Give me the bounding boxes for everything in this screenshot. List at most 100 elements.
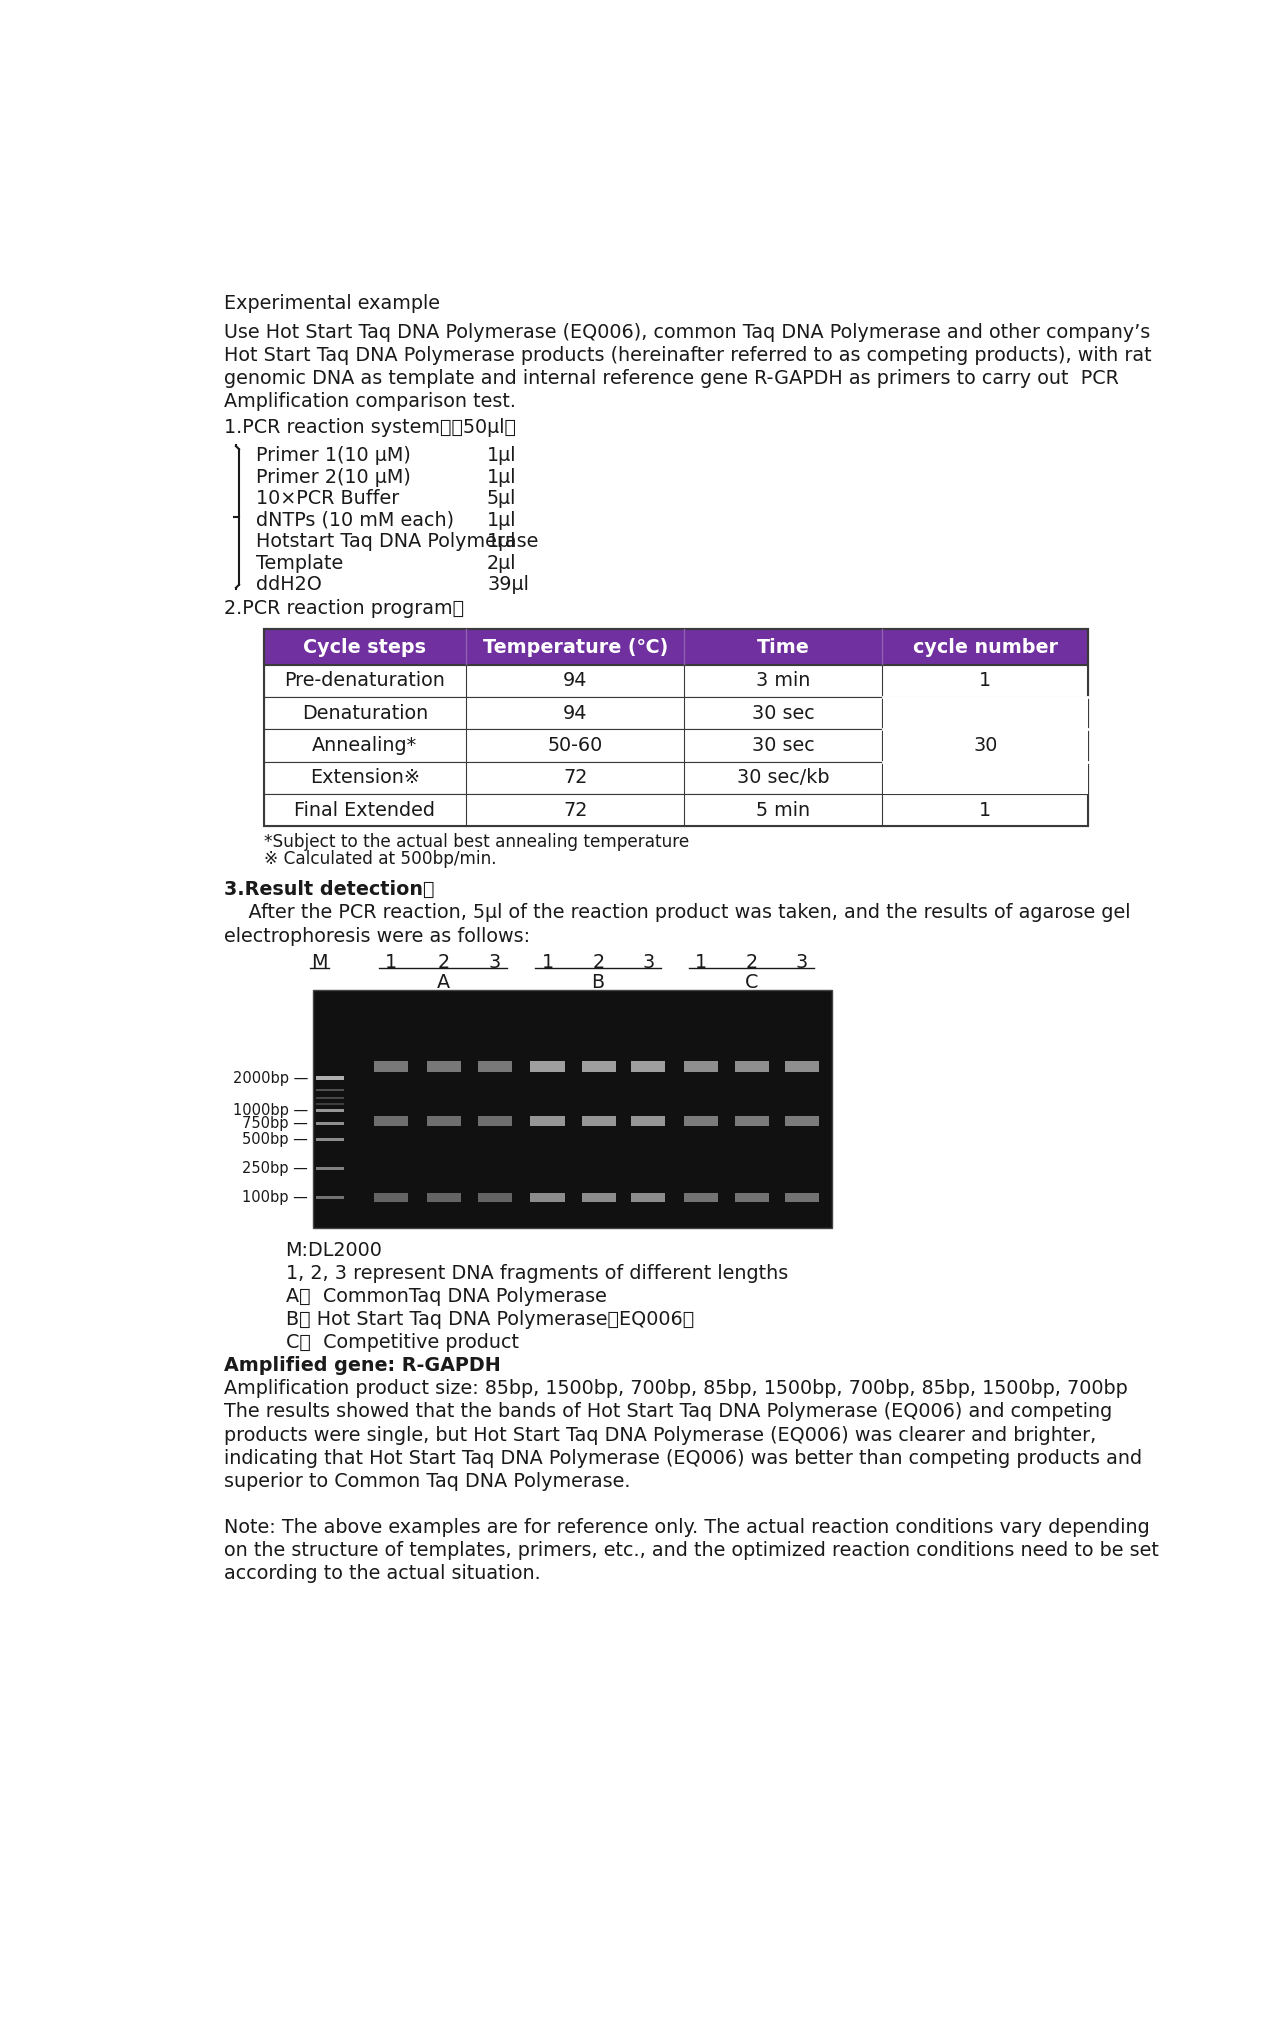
Bar xyxy=(581,1116,616,1127)
Bar xyxy=(316,1108,343,1112)
Bar xyxy=(684,1116,718,1127)
Text: 30 sec/kb: 30 sec/kb xyxy=(737,769,829,788)
Text: 3: 3 xyxy=(796,952,808,972)
Text: 39μl: 39μl xyxy=(488,574,529,595)
Text: 1000bp —: 1000bp — xyxy=(233,1102,308,1119)
Bar xyxy=(631,1062,666,1072)
Text: 1: 1 xyxy=(979,672,992,690)
Bar xyxy=(631,1116,666,1127)
Text: 2.PCR reaction program：: 2.PCR reaction program： xyxy=(224,599,463,617)
Text: 2: 2 xyxy=(746,952,758,972)
Bar xyxy=(477,1194,512,1202)
Text: 50-60: 50-60 xyxy=(548,737,603,755)
Text: 94: 94 xyxy=(563,704,588,723)
Text: 5 min: 5 min xyxy=(756,800,810,820)
Bar xyxy=(316,1096,343,1100)
Bar xyxy=(264,664,1088,696)
Text: 2: 2 xyxy=(438,952,449,972)
Bar xyxy=(316,1167,343,1169)
Text: Final Extended: Final Extended xyxy=(294,800,435,820)
Text: Primer 1(10 μM): Primer 1(10 μM) xyxy=(256,447,411,465)
Text: genomic DNA as template and internal reference gene R-GAPDH as primers to carry : genomic DNA as template and internal ref… xyxy=(224,369,1119,388)
Text: A：  CommonTaq DNA Polymerase: A： CommonTaq DNA Polymerase xyxy=(285,1287,607,1305)
Text: *Subject to the actual best annealing temperature: *Subject to the actual best annealing te… xyxy=(264,832,689,851)
Text: Template: Template xyxy=(256,554,343,572)
Bar xyxy=(530,1194,564,1202)
Text: 3 min: 3 min xyxy=(756,672,810,690)
Text: Amplification product size: 85bp, 1500bp, 700bp, 85bp, 1500bp, 700bp, 85bp, 1500: Amplification product size: 85bp, 1500bp… xyxy=(224,1378,1128,1399)
Text: 94: 94 xyxy=(563,672,588,690)
Text: 100bp —: 100bp — xyxy=(242,1190,308,1206)
Text: B： Hot Start Taq DNA Polymerase（EQ006）: B： Hot Start Taq DNA Polymerase（EQ006） xyxy=(285,1309,694,1330)
Bar xyxy=(785,1194,819,1202)
Bar xyxy=(735,1062,769,1072)
Text: Use Hot Start Taq DNA Polymerase (EQ006), common Taq DNA Polymerase and other co: Use Hot Start Taq DNA Polymerase (EQ006)… xyxy=(224,323,1149,341)
Text: M: M xyxy=(311,952,328,972)
Text: Primer 2(10 μM): Primer 2(10 μM) xyxy=(256,467,411,487)
Text: ※ Calculated at 500bp/min.: ※ Calculated at 500bp/min. xyxy=(264,851,497,867)
Bar xyxy=(530,1116,564,1127)
Bar xyxy=(426,1062,461,1072)
Text: 2000bp —: 2000bp — xyxy=(233,1070,308,1086)
Text: 1: 1 xyxy=(979,800,992,820)
Text: B: B xyxy=(591,972,604,993)
Text: 1, 2, 3 represent DNA fragments of different lengths: 1, 2, 3 represent DNA fragments of diffe… xyxy=(285,1265,787,1283)
Bar xyxy=(530,1062,564,1072)
Text: 30: 30 xyxy=(973,737,997,755)
Text: according to the actual situation.: according to the actual situation. xyxy=(224,1565,540,1583)
Text: 1: 1 xyxy=(695,952,707,972)
Text: 1μl: 1μl xyxy=(488,447,517,465)
Bar xyxy=(477,1062,512,1072)
Text: 3: 3 xyxy=(643,952,654,972)
Text: C：  Competitive product: C： Competitive product xyxy=(285,1334,518,1352)
Text: 1μl: 1μl xyxy=(488,467,517,487)
Bar xyxy=(316,1123,343,1125)
Bar xyxy=(374,1194,408,1202)
Text: 1.PCR reaction system：（50μl）: 1.PCR reaction system：（50μl） xyxy=(224,418,516,436)
Text: M:DL2000: M:DL2000 xyxy=(285,1240,383,1261)
Text: Extension※: Extension※ xyxy=(310,769,420,788)
Text: 1μl: 1μl xyxy=(488,512,517,530)
Text: Denaturation: Denaturation xyxy=(302,704,428,723)
Text: superior to Common Taq DNA Polymerase.: superior to Common Taq DNA Polymerase. xyxy=(224,1472,630,1490)
Text: 72: 72 xyxy=(563,769,588,788)
Bar xyxy=(785,1116,819,1127)
Text: 5μl: 5μl xyxy=(488,489,516,508)
Bar xyxy=(785,1062,819,1072)
Bar xyxy=(264,629,1088,826)
Text: 250bp —: 250bp — xyxy=(242,1161,308,1175)
Text: 2μl: 2μl xyxy=(488,554,517,572)
Text: 3.Result detection：: 3.Result detection： xyxy=(224,881,434,899)
Bar xyxy=(581,1194,616,1202)
Text: 30 sec: 30 sec xyxy=(751,737,815,755)
Text: 30 sec: 30 sec xyxy=(751,704,815,723)
Text: 1: 1 xyxy=(541,952,553,972)
Bar xyxy=(264,794,1088,826)
Text: products were single, but Hot Start Taq DNA Polymerase (EQ006) was clearer and b: products were single, but Hot Start Taq … xyxy=(224,1425,1096,1445)
Text: Time: Time xyxy=(756,637,810,656)
Text: Note: The above examples are for reference only. The actual reaction conditions : Note: The above examples are for referen… xyxy=(224,1518,1149,1537)
Bar xyxy=(264,696,1088,729)
Text: Temperature (℃): Temperature (℃) xyxy=(483,637,668,656)
Text: Hot Start Taq DNA Polymerase products (hereinafter referred to as competing prod: Hot Start Taq DNA Polymerase products (h… xyxy=(224,345,1151,365)
Bar xyxy=(316,1076,343,1080)
Bar xyxy=(264,629,1088,664)
Text: Hotstart Taq DNA Polymerase: Hotstart Taq DNA Polymerase xyxy=(256,532,539,552)
Bar xyxy=(735,1116,769,1127)
Bar xyxy=(374,1116,408,1127)
Text: 3: 3 xyxy=(489,952,500,972)
Text: electrophoresis were as follows:: electrophoresis were as follows: xyxy=(224,926,530,946)
Bar xyxy=(631,1194,666,1202)
Text: C: C xyxy=(745,972,758,993)
Bar xyxy=(684,1194,718,1202)
Text: Amplified gene: R-GAPDH: Amplified gene: R-GAPDH xyxy=(224,1356,500,1374)
Text: 1: 1 xyxy=(385,952,397,972)
Bar xyxy=(264,729,1088,761)
Bar xyxy=(312,991,832,1228)
Text: indicating that Hot Start Taq DNA Polymerase (EQ006) was better than competing p: indicating that Hot Start Taq DNA Polyme… xyxy=(224,1449,1142,1468)
Text: dNTPs (10 mM each): dNTPs (10 mM each) xyxy=(256,512,454,530)
Bar xyxy=(316,1139,343,1141)
Bar xyxy=(581,1062,616,1072)
Bar xyxy=(684,1062,718,1072)
Text: 1μl: 1μl xyxy=(488,532,517,552)
